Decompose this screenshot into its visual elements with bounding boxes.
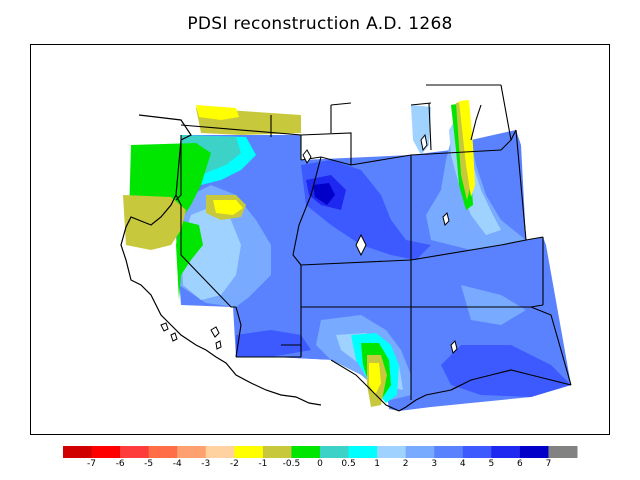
- colorbar-bin: [91, 446, 121, 458]
- pdsi-zone-green-cal: [176, 220, 203, 300]
- colorbar-bin: [491, 446, 521, 458]
- colorbar-tick-label: -6: [115, 459, 125, 469]
- lakes: [160, 133, 458, 354]
- colorbar-tick-label: 2: [402, 459, 409, 469]
- colorbar-bin: [434, 446, 464, 458]
- pdsi-zone-1-2-east-b: [411, 105, 431, 155]
- colorbar-bin: [262, 446, 292, 458]
- colorbar-bin: [177, 446, 207, 458]
- colorbar-tick-label: -7: [87, 459, 97, 469]
- colorbar-tick-label: -3: [201, 459, 211, 469]
- colorbar-bin: [462, 446, 492, 458]
- colorbar-tick-label: -1: [258, 459, 268, 469]
- colorbar-bin: [63, 446, 93, 458]
- colorbar-tick-label: -4: [172, 459, 182, 469]
- colorbar-bin: [234, 446, 264, 458]
- colorbar-bin: [377, 446, 407, 458]
- colorbar-tick-label: 1: [374, 459, 380, 469]
- colorbar-bin: [148, 446, 178, 458]
- pdsi-zone-yellow-top: [196, 105, 239, 120]
- colorbar-tick-label: -2: [229, 459, 239, 469]
- colorbar-bin: [405, 446, 435, 458]
- pdsi-zone-yellow-center: [213, 200, 243, 215]
- pdsi-zone-2-3-se: [461, 285, 526, 325]
- colorbar-bin: [291, 446, 321, 458]
- colorbar-bin: [348, 446, 378, 458]
- pdsi-zone-yellow-south: [369, 363, 381, 395]
- pdsi-zone-yellow-east: [459, 100, 475, 197]
- colorbar-tick-label: 3: [431, 459, 438, 469]
- colorbar: [63, 446, 578, 458]
- colorbar-tick-label: 5: [488, 459, 495, 469]
- colorbar-bin: [519, 446, 549, 458]
- colorbar-tick-label: 4: [459, 459, 466, 469]
- colorbar-bin: [205, 446, 235, 458]
- colorbar-tick-label: 0.5: [341, 459, 356, 469]
- mexico-blank: [236, 357, 371, 410]
- map-title: PDSI reconstruction A.D. 1268: [187, 14, 453, 34]
- colorbar-bin: [120, 446, 150, 458]
- extra-boundaries: [270, 102, 482, 151]
- colorbar-bin: [548, 446, 578, 458]
- colorbar-tick-label: 7: [545, 459, 552, 469]
- state-boundaries: [175, 84, 572, 412]
- pdsi-zone-6-7: [313, 183, 335, 205]
- colorbar-tick-label: -0.5: [282, 459, 301, 469]
- colorbar-bin: [320, 446, 350, 458]
- pdsi-zone-4-5-west: [236, 330, 311, 357]
- map-frame: [30, 44, 610, 435]
- colorbar-tick-label: -5: [144, 459, 154, 469]
- colorbar-tick-label: 6: [517, 459, 523, 469]
- colorbar-tick-label: 0: [317, 459, 323, 469]
- coastline: [120, 114, 322, 406]
- colorbar-labels: -7 -6 -5 -4 -3 -2 -1 -0.5 0 0.5 1 2 3 4 5 6 7: [63, 459, 583, 473]
- pdsi-map: [120, 84, 572, 412]
